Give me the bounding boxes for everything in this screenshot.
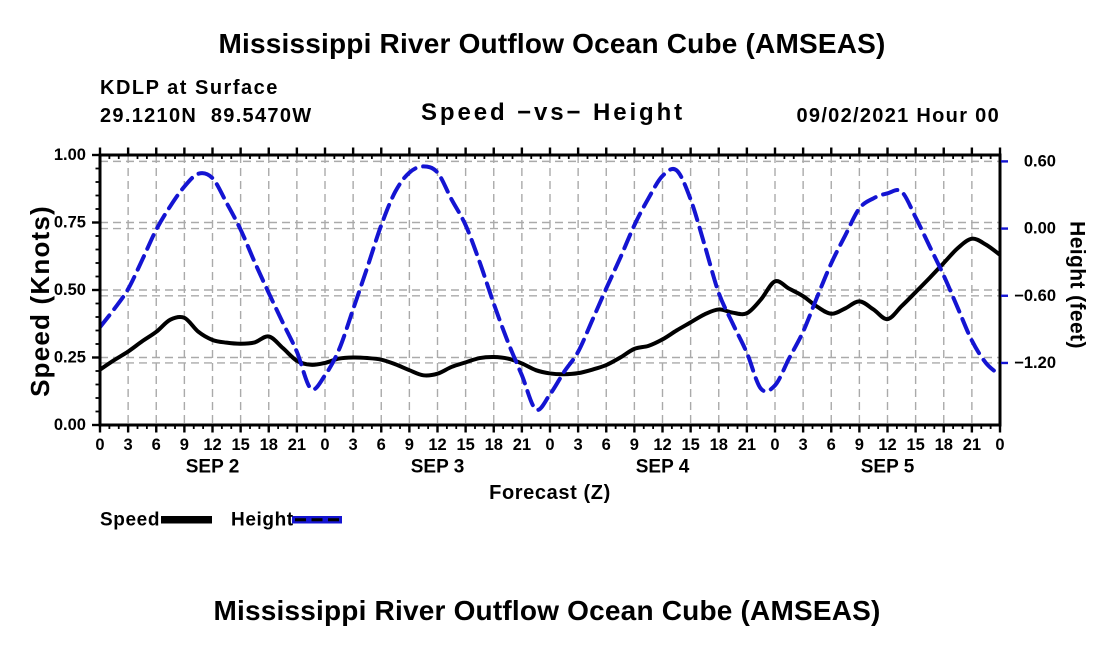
x-tick-label: 21 xyxy=(288,436,306,454)
x-tick-label: 0 xyxy=(320,436,329,454)
x-tick-label: 18 xyxy=(710,436,728,454)
x-tick-label: 6 xyxy=(827,436,836,454)
x-tick-label: 9 xyxy=(855,436,864,454)
x-tick-label: 12 xyxy=(203,436,221,454)
panel-title: Speed −vs− Height xyxy=(420,99,686,126)
legend-swatch-speed xyxy=(161,516,212,524)
axes xyxy=(98,153,1002,427)
x-day-label: SEP 3 xyxy=(411,457,465,478)
x-tick-label: 0 xyxy=(95,436,104,454)
figure-title-top: Mississippi River Outflow Ocean Cube (AM… xyxy=(218,28,886,59)
x-day-label: SEP 4 xyxy=(636,457,690,478)
station-label: KDLP at Surface xyxy=(100,77,279,99)
x-tick-label: 15 xyxy=(681,436,699,454)
x-tick-label: 15 xyxy=(231,436,249,454)
x-tick-label: 3 xyxy=(349,436,358,454)
tick-marks xyxy=(92,147,1008,433)
y-left-tick-label: 0.00 xyxy=(54,416,86,434)
x-axis-label: Forecast (Z) xyxy=(489,482,611,504)
y-right-tick-label: 0.60 xyxy=(1024,152,1056,170)
x-tick-label: 0 xyxy=(545,436,554,454)
x-tick-label: 0 xyxy=(770,436,779,454)
x-tick-label: 12 xyxy=(878,436,896,454)
grid-lines xyxy=(100,155,1000,425)
x-tick-label: 12 xyxy=(428,436,446,454)
figure-title-bottom: Mississippi River Outflow Ocean Cube (AM… xyxy=(213,595,881,626)
x-tick-label: 18 xyxy=(485,436,503,454)
y-axis-label-left: Speed (Knots) xyxy=(25,205,55,397)
x-tick-label: 3 xyxy=(799,436,808,454)
y-axis-label-right: Height (feet) xyxy=(1065,221,1089,349)
x-tick-label: 6 xyxy=(602,436,611,454)
x-tick-label: 3 xyxy=(124,436,133,454)
x-tick-label: 9 xyxy=(180,436,189,454)
data-curves xyxy=(100,164,1000,412)
x-tick-label: 9 xyxy=(405,436,414,454)
plot-frame xyxy=(98,153,1002,427)
legend-label-height: Height xyxy=(231,509,294,531)
legend-label-speed: Speed xyxy=(100,509,161,531)
datetime-label: 09/02/2021 Hour 00 xyxy=(796,105,1000,127)
x-tick-label: 21 xyxy=(963,436,981,454)
x-tick-label: 0 xyxy=(995,436,1004,454)
y-left-tick-label: 0.75 xyxy=(54,214,86,232)
legend-swatches xyxy=(161,516,342,524)
y-left-tick-label: 0.50 xyxy=(54,281,86,299)
x-tick-label: 12 xyxy=(653,436,671,454)
y-left-tick-label: 1.00 xyxy=(54,146,86,164)
y-left-tick-label: 0.25 xyxy=(54,349,86,367)
x-day-label: SEP 5 xyxy=(861,457,915,478)
x-tick-label: 18 xyxy=(935,436,953,454)
x-tick-label: 21 xyxy=(738,436,756,454)
y-right-tick-label: 0.00 xyxy=(1024,220,1056,238)
tick-labels: 0 3 6 9 12 15 18 21 0 3 6 9 12 15 18 21 0 3 6 9 12 15 18 21 0 3 6 9… xyxy=(54,146,1056,478)
x-tick-label: 15 xyxy=(906,436,924,454)
y-right-tick-label: −1.20 xyxy=(1014,354,1056,372)
curve-height xyxy=(100,164,1000,412)
x-tick-label: 3 xyxy=(574,436,583,454)
x-tick-label: 6 xyxy=(377,436,386,454)
curve-speed xyxy=(100,236,1000,378)
x-tick-label: 18 xyxy=(260,436,278,454)
x-tick-label: 6 xyxy=(152,436,161,454)
coordinates-label: 29.1210N 89.5470W xyxy=(100,105,313,127)
y-right-tick-label: −0.60 xyxy=(1014,287,1056,305)
x-tick-label: 21 xyxy=(513,436,531,454)
x-tick-label: 15 xyxy=(456,436,474,454)
x-tick-label: 9 xyxy=(630,436,639,454)
x-day-label: SEP 2 xyxy=(186,457,240,478)
